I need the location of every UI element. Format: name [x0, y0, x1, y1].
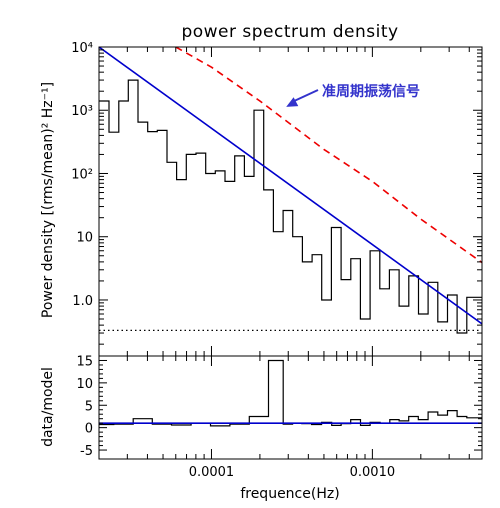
x-tick-label: 0.0001: [189, 465, 235, 480]
qpo-arrow-line: [291, 89, 319, 103]
psd-panel: power spectrum density 1.0 10 10² 10³ 10⁴ 准周…: [40, 22, 483, 357]
top-series-data: [99, 79, 482, 334]
ratio-y-tick-label: 10: [76, 377, 93, 392]
psd-ticks-group: 1.0 10 10² 10³ 10⁴: [71, 41, 482, 356]
ratio-ticks-group: 0.0001 0.0010 -5 0 5 10 15: [76, 354, 482, 480]
psd-plot-frame: [98, 46, 483, 357]
qpo-annotation-label: 准周期振荡信号: [322, 83, 420, 100]
qpo-arrow-head: [286, 97, 299, 107]
ratio-y-tick-label: 15: [76, 354, 93, 369]
top-series-significance: [175, 47, 482, 264]
psd-series-group: [99, 47, 482, 334]
psd-y-axis-title: Power density [(rms/mean)² Hz⁻¹]: [40, 82, 56, 318]
bottom-series-data: [99, 359, 482, 427]
x-axis-title: frequence(Hz): [240, 486, 339, 502]
ratio-panel: 0.0001 0.0010 -5 0 5 10 15 data/model frequenc…: [40, 354, 483, 502]
ratio-y-axis-title: data/model: [40, 367, 56, 447]
psd-y-tick-label: 10²: [71, 167, 93, 182]
ratio-plot-frame: [98, 355, 483, 460]
ratio-y-tick-label: 0: [85, 422, 93, 437]
psd-y-tick-label: 10: [76, 231, 93, 246]
psd-y-tick-label: 1.0: [72, 294, 93, 309]
chart-title: power spectrum density: [181, 22, 398, 42]
x-tick-label: 0.0010: [350, 465, 396, 480]
ratio-y-tick-label: 5: [85, 399, 93, 414]
psd-y-tick-label: 10⁴: [71, 41, 93, 56]
ratio-y-tick-label: -5: [80, 444, 93, 459]
ratio-series-group: [99, 359, 482, 427]
qpo-annotation: 准周期振荡信号: [286, 83, 420, 107]
top-series-model: [99, 47, 482, 325]
psd-y-tick-label: 10³: [71, 104, 93, 119]
